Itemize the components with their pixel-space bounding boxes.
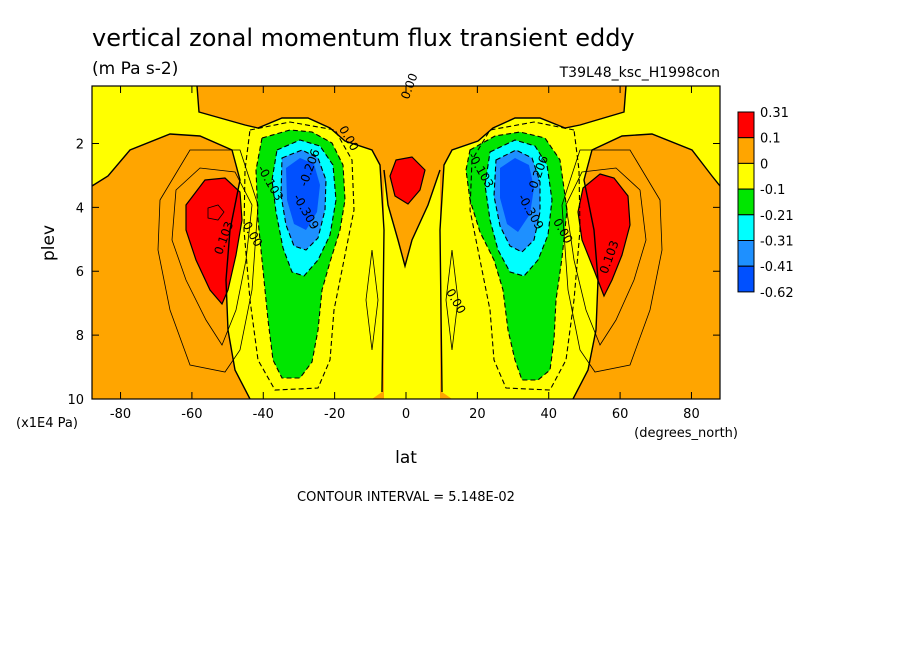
contour-zero-top-right [439,86,627,393]
fill-deepblue-right [500,158,534,232]
contour-red-center [389,156,426,205]
contour-pos-right [565,167,647,346]
run-label: T39L48_ksc_H1998con [559,65,720,81]
contour-pos2-right [561,149,663,373]
legend-swatch-5 [737,240,755,267]
legend-level-6: -0.41 [760,260,794,275]
legend-swatch-0 [737,111,755,139]
axis-tick-labels: -80 -60 -40 -20 0 20 40 60 80 2 4 6 8 10 [67,137,699,422]
x-axis-label: lat [395,448,417,468]
legend-swatch-4 [737,214,755,242]
y-axis-units: (x1E4 Pa) [16,416,78,431]
contour-red-left [185,177,243,306]
contour-interval-note: CONTOUR INTERVAL = 5.148E-02 [297,490,515,505]
axis-ticks [92,86,720,400]
x-tick-label-0: -80 [110,407,131,422]
fill-deepblue-left [286,158,320,230]
legend-swatch-3 [737,188,755,216]
legend-level-2: 0 [760,157,768,172]
y-tick-label-2: 6 [76,265,84,280]
contour-red-right [577,173,631,298]
contour-zero-right [572,133,720,399]
x-tick-label-8: 80 [683,407,700,422]
legend-level-0: 0.31 [760,106,789,121]
fill-red-left [186,178,242,304]
color-legend: 0.31 0.1 0 -0.1 -0.21 -0.31 -0.41 -0.62 [737,106,794,301]
x-tick-label-6: 40 [540,407,557,422]
fill-red-right [578,174,630,296]
chart-title: vertical zonal momentum flux transient e… [92,24,635,52]
legend-level-4: -0.21 [760,209,794,224]
legend-level-1: 0.1 [760,132,781,147]
x-tick-label-4: 0 [402,407,410,422]
y-tick-label-3: 8 [76,329,84,344]
contour-zero-top-left [196,86,385,393]
legend-level-7: -0.62 [760,286,794,301]
legend-level-3: -0.1 [760,183,785,198]
contour-center-thin [365,249,459,351]
y-tick-label-0: 2 [76,137,84,152]
x-tick-label-5: 20 [469,407,486,422]
units-label: (m Pa s-2) [92,59,178,79]
x-tick-label-2: -40 [253,407,274,422]
contour-pos2-left [157,149,259,373]
contour-lines [92,86,720,399]
y-axis-label: plev [39,225,59,261]
y-tick-label-1: 4 [76,201,84,216]
fill-red-center [390,157,425,204]
legend-level-5: -0.31 [760,235,794,250]
contour-pos-left [171,167,253,346]
contour-zero-center [383,169,441,269]
contour-negative-dashed [243,121,581,391]
legend-swatch-2 [737,162,755,190]
x-tick-label-7: 60 [612,407,629,422]
contour-small-loop [207,204,225,221]
legend-swatch-1 [737,137,755,164]
x-tick-label-3: -20 [324,407,345,422]
x-axis-units: (degrees_north) [634,426,738,441]
y-tick-label-4: 10 [67,393,84,408]
contour-zero-left [92,133,251,399]
fill-yellow-center [384,170,440,399]
legend-swatch-6 [737,265,755,293]
x-tick-label-1: -60 [181,407,202,422]
